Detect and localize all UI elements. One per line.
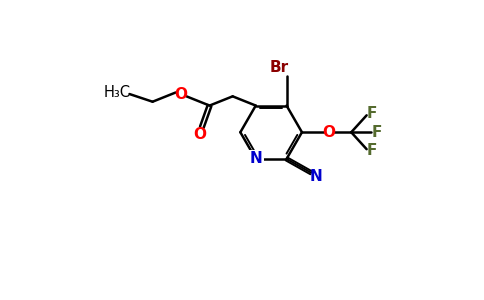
Text: Br: Br bbox=[269, 60, 288, 75]
Text: F: F bbox=[367, 143, 377, 158]
Text: O: O bbox=[322, 125, 335, 140]
Text: F: F bbox=[367, 106, 377, 121]
Text: H₃C: H₃C bbox=[104, 85, 131, 100]
Text: N: N bbox=[309, 169, 322, 184]
Text: O: O bbox=[193, 127, 206, 142]
Text: N: N bbox=[249, 152, 262, 166]
Text: O: O bbox=[175, 87, 188, 102]
Text: F: F bbox=[371, 125, 382, 140]
